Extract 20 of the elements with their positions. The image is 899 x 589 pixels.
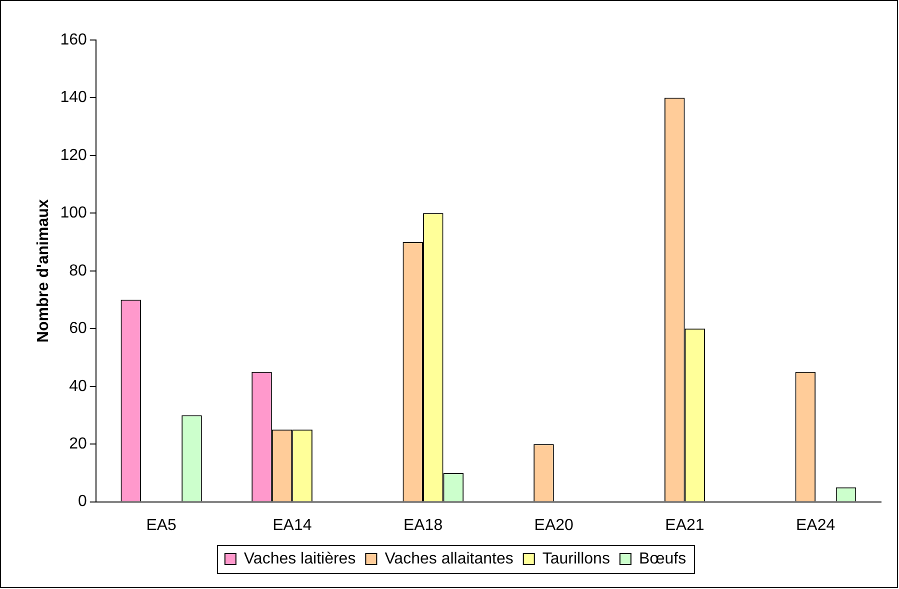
x-tick-label: EA5 bbox=[146, 516, 177, 534]
y-tick-label: 120 bbox=[60, 146, 87, 164]
x-tick-label: EA18 bbox=[403, 516, 443, 534]
legend-label: Vaches laitières bbox=[244, 550, 356, 568]
y-tick-label: 160 bbox=[60, 31, 87, 48]
x-tick-label: EA24 bbox=[796, 516, 836, 534]
legend-label: Taurillons bbox=[542, 550, 610, 568]
legend-label: Vaches allaitantes bbox=[384, 550, 514, 568]
legend-label: Bœufs bbox=[638, 550, 686, 568]
y-tick-label: 100 bbox=[60, 204, 87, 222]
y-axis-title: Nombre d'animaux bbox=[35, 199, 52, 343]
y-tick-label: 140 bbox=[60, 89, 87, 106]
y-tick-label: 20 bbox=[69, 435, 87, 452]
y-tick-label: 40 bbox=[69, 378, 87, 395]
x-tick-label: EA20 bbox=[534, 516, 574, 534]
y-tick-label: 60 bbox=[69, 320, 87, 338]
x-tick-label: EA14 bbox=[272, 516, 312, 534]
y-tick-label: 0 bbox=[78, 493, 87, 510]
x-tick-label: EA21 bbox=[665, 516, 704, 534]
y-tick-label: 80 bbox=[69, 262, 87, 280]
